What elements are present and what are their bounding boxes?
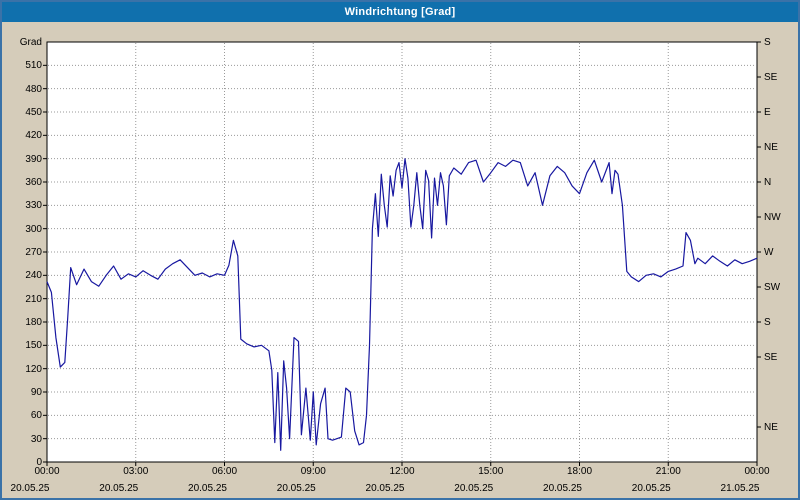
title-bar: Windrichtung [Grad] <box>2 2 798 22</box>
wind-direction-line <box>46 158 758 451</box>
